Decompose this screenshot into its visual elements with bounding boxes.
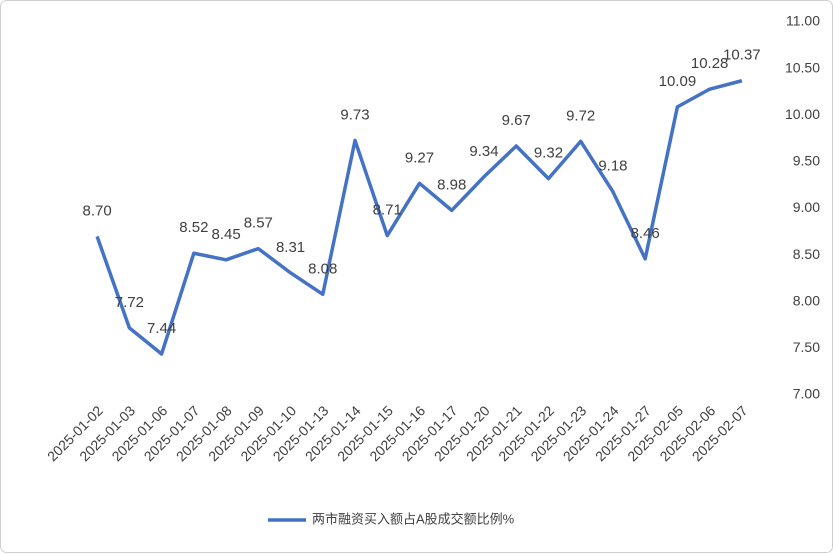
y-tick-label: 8.50 xyxy=(793,246,820,262)
data-label: 8.46 xyxy=(631,225,660,242)
y-tick-label: 7.50 xyxy=(793,339,820,355)
series-line xyxy=(95,79,743,356)
data-label: 9.32 xyxy=(534,145,563,162)
data-label: 9.73 xyxy=(340,106,369,123)
data-label: 9.27 xyxy=(405,149,434,166)
data-label: 8.52 xyxy=(179,219,208,236)
data-label: 9.72 xyxy=(566,107,595,124)
y-tick-label: 9.00 xyxy=(793,199,820,215)
y-tick-label: 9.50 xyxy=(793,153,820,169)
data-label: 8.45 xyxy=(211,226,240,243)
y-tick-label: 10.50 xyxy=(785,59,820,75)
data-label: 10.28 xyxy=(691,55,729,72)
data-label: 8.08 xyxy=(308,260,337,277)
y-tick-label: 8.00 xyxy=(793,292,820,308)
data-label: 7.72 xyxy=(115,294,144,311)
data-label: 7.44 xyxy=(147,320,176,337)
data-label: 8.31 xyxy=(276,239,305,256)
y-tick-label: 11.00 xyxy=(786,13,820,29)
data-label: 8.71 xyxy=(373,202,402,219)
data-label: 9.34 xyxy=(469,143,498,160)
y-tick-label: 10.00 xyxy=(785,106,820,122)
data-label: 9.67 xyxy=(502,112,531,129)
data-label: 8.70 xyxy=(83,202,112,219)
y-tick-label: 7.00 xyxy=(793,386,820,402)
data-label: 10.37 xyxy=(723,47,761,64)
data-label: 8.98 xyxy=(437,176,466,193)
data-label: 10.09 xyxy=(659,73,697,90)
legend-label: 两市融资买入额占A股成交额比例% xyxy=(312,511,515,526)
data-label: 8.57 xyxy=(244,215,273,232)
data-label: 9.18 xyxy=(598,158,627,175)
